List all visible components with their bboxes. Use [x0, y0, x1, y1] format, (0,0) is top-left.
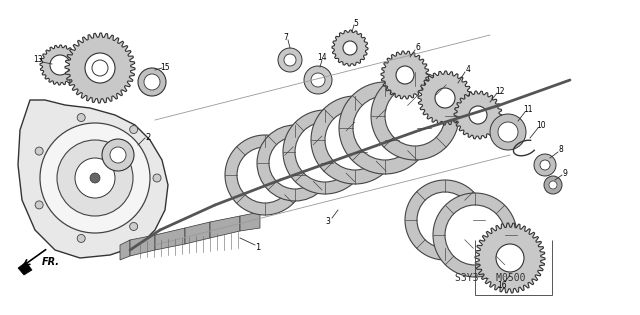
Text: 13: 13 [33, 55, 43, 65]
Circle shape [295, 122, 355, 182]
Polygon shape [381, 51, 429, 99]
Circle shape [138, 68, 166, 96]
Circle shape [35, 147, 43, 155]
Circle shape [371, 72, 459, 160]
Circle shape [435, 88, 455, 108]
Circle shape [40, 123, 150, 233]
Circle shape [534, 154, 556, 176]
Circle shape [257, 125, 333, 201]
Polygon shape [120, 240, 130, 260]
Circle shape [57, 140, 133, 216]
Text: 2: 2 [145, 133, 150, 141]
Circle shape [110, 147, 126, 163]
Polygon shape [185, 222, 210, 244]
Text: 16: 16 [497, 280, 507, 289]
Polygon shape [18, 100, 168, 258]
Circle shape [498, 122, 518, 142]
Text: 1: 1 [255, 243, 260, 251]
Circle shape [77, 234, 85, 243]
Polygon shape [65, 33, 135, 103]
Polygon shape [332, 30, 368, 66]
Circle shape [92, 60, 108, 76]
Text: 4: 4 [465, 66, 470, 75]
Polygon shape [240, 212, 260, 231]
Text: 11: 11 [524, 106, 532, 114]
Circle shape [469, 106, 487, 124]
Circle shape [544, 176, 562, 194]
Text: 15: 15 [160, 62, 170, 72]
Polygon shape [40, 45, 80, 85]
Circle shape [311, 96, 399, 184]
Circle shape [283, 110, 367, 194]
Circle shape [549, 181, 557, 189]
Polygon shape [454, 91, 502, 139]
Polygon shape [475, 223, 545, 293]
Polygon shape [418, 71, 472, 125]
Text: 6: 6 [415, 43, 420, 53]
Circle shape [304, 66, 332, 94]
Text: S3Y3 - M0500: S3Y3 - M0500 [455, 273, 525, 283]
Text: 14: 14 [317, 53, 327, 61]
Circle shape [445, 205, 505, 265]
Circle shape [396, 66, 414, 84]
Circle shape [153, 174, 161, 182]
Circle shape [433, 193, 517, 277]
Polygon shape [18, 262, 32, 275]
Circle shape [490, 114, 526, 150]
Circle shape [278, 48, 302, 72]
Text: 8: 8 [559, 146, 563, 154]
Text: 5: 5 [353, 19, 358, 27]
Text: 9: 9 [563, 169, 568, 177]
Text: 12: 12 [495, 87, 505, 95]
Circle shape [75, 158, 115, 198]
Circle shape [353, 96, 417, 160]
Circle shape [284, 54, 296, 66]
Circle shape [85, 53, 115, 83]
Polygon shape [130, 235, 155, 256]
Circle shape [540, 160, 550, 170]
Text: 7: 7 [284, 32, 289, 42]
Circle shape [225, 135, 305, 215]
Circle shape [77, 113, 85, 122]
Circle shape [339, 82, 431, 174]
Circle shape [496, 244, 524, 272]
Circle shape [405, 180, 485, 260]
Circle shape [269, 137, 321, 189]
Circle shape [90, 173, 100, 183]
Polygon shape [210, 216, 240, 238]
Circle shape [130, 125, 138, 134]
Text: 10: 10 [536, 122, 546, 130]
Circle shape [325, 110, 385, 170]
Text: 3: 3 [326, 217, 330, 226]
Circle shape [237, 147, 293, 203]
Text: FR.: FR. [42, 257, 60, 267]
Circle shape [343, 41, 357, 55]
Circle shape [311, 73, 325, 87]
Polygon shape [155, 228, 185, 250]
Circle shape [102, 139, 134, 171]
Circle shape [417, 192, 473, 248]
Circle shape [50, 55, 70, 75]
Circle shape [35, 201, 43, 209]
Circle shape [144, 74, 160, 90]
Circle shape [385, 86, 445, 146]
Circle shape [130, 222, 138, 231]
